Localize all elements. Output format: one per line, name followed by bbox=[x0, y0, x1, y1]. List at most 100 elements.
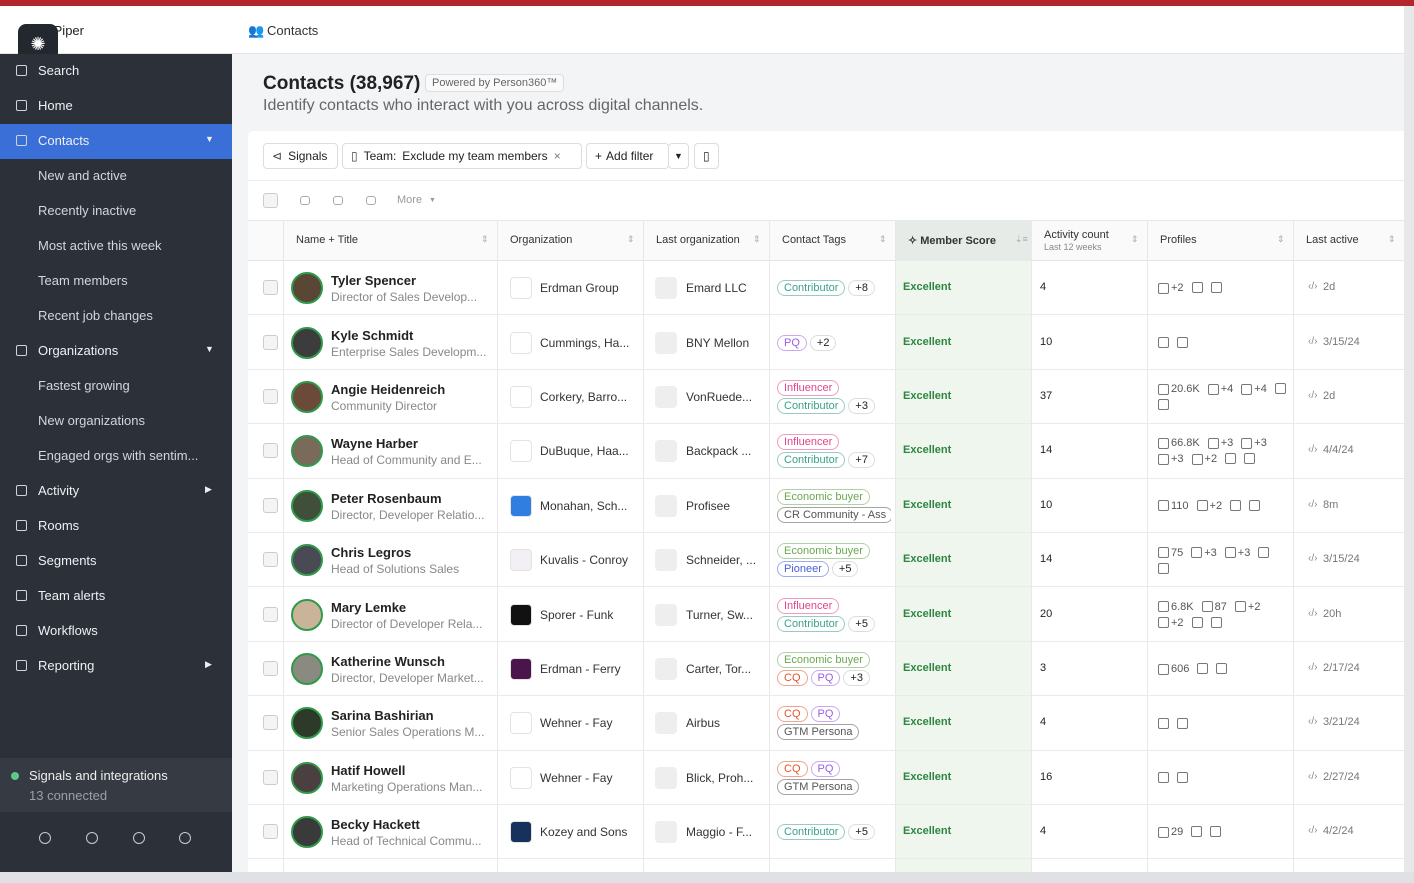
nav-item[interactable]: Engaged orgs with sentim... bbox=[38, 448, 199, 463]
nav-item[interactable]: Recent job changes bbox=[38, 308, 153, 323]
last-organization[interactable]: Blick, Proh... bbox=[686, 770, 754, 785]
column-header[interactable]: Last organization bbox=[656, 234, 740, 246]
profile[interactable]: +2 bbox=[1234, 601, 1260, 613]
footer-icon[interactable] bbox=[86, 832, 98, 844]
row-checkbox[interactable] bbox=[263, 443, 278, 459]
profile-icon[interactable] bbox=[1210, 616, 1222, 628]
last-organization[interactable]: BNY Mellon bbox=[686, 335, 750, 350]
sort-icon[interactable]: ⇕ bbox=[879, 234, 887, 244]
row-checkbox[interactable] bbox=[263, 334, 278, 350]
row-checkbox[interactable] bbox=[263, 389, 278, 404]
profile-icon[interactable] bbox=[1244, 453, 1256, 465]
column-header[interactable]: Organization bbox=[510, 234, 572, 246]
more-tags[interactable]: +5 bbox=[831, 561, 859, 578]
organization[interactable]: Wehner - Fay bbox=[540, 770, 613, 785]
profile[interactable]: 29 bbox=[1158, 826, 1183, 838]
sort-icon[interactable]: ⇕ bbox=[1277, 234, 1285, 244]
tag[interactable]: PQ bbox=[777, 334, 807, 351]
contact-name[interactable]: Mary Lemke bbox=[331, 599, 407, 615]
tag[interactable]: Pioneer bbox=[777, 561, 829, 578]
more-tags[interactable]: +5 bbox=[848, 824, 875, 841]
more-tags[interactable]: +3 bbox=[843, 669, 870, 686]
select-all[interactable] bbox=[263, 193, 278, 208]
profile-icon[interactable] bbox=[1258, 546, 1270, 558]
tag[interactable]: GTM Persona bbox=[777, 724, 860, 741]
tag[interactable]: Influencer bbox=[777, 379, 840, 396]
nav-item[interactable]: Activity bbox=[38, 483, 80, 498]
sort-icon[interactable]: ⇕ bbox=[627, 234, 635, 244]
profile-icon[interactable] bbox=[1210, 282, 1222, 294]
organization[interactable]: Erdman - Ferry bbox=[540, 662, 621, 676]
profile-icon[interactable] bbox=[1158, 399, 1169, 411]
row-checkbox[interactable] bbox=[263, 769, 278, 785]
tag[interactable]: PQ bbox=[810, 669, 841, 686]
footer-icon[interactable] bbox=[133, 832, 145, 844]
contact-name[interactable]: Becky Hackett bbox=[331, 817, 420, 833]
contact-name[interactable]: Peter Rosenbaum bbox=[331, 490, 442, 506]
more-tags[interactable]: +7 bbox=[848, 452, 875, 469]
nav-item[interactable]: Team members bbox=[38, 273, 128, 288]
profile[interactable]: 6.8K bbox=[1158, 601, 1194, 613]
profile-icon[interactable] bbox=[1177, 337, 1188, 349]
tag[interactable]: Contributor bbox=[777, 452, 846, 469]
profile-icon[interactable] bbox=[1197, 662, 1209, 674]
profile[interactable]: +2 bbox=[1196, 500, 1222, 512]
nav-item[interactable]: Rooms bbox=[38, 518, 80, 533]
last-organization[interactable]: Airbus bbox=[686, 716, 721, 731]
row-checkbox[interactable] bbox=[263, 715, 278, 731]
profile[interactable]: +4 bbox=[1207, 383, 1233, 395]
last-organization[interactable]: Turner, Sw... bbox=[686, 607, 753, 622]
contact-name[interactable]: Sarina Bashirian bbox=[331, 708, 434, 724]
tag[interactable]: CQ bbox=[777, 669, 808, 686]
tag[interactable]: Economic buyer bbox=[777, 651, 870, 668]
profile-icon[interactable] bbox=[1158, 337, 1169, 349]
footer-icon[interactable] bbox=[39, 832, 51, 844]
column-header[interactable]: Activity count Last 12 weeks bbox=[1044, 229, 1109, 253]
tag[interactable]: Economic buyer bbox=[777, 488, 870, 505]
tag[interactable]: CQ bbox=[777, 760, 808, 777]
bookmark[interactable]: ▯ bbox=[694, 143, 719, 169]
sort-icon[interactable]: ⇕ bbox=[481, 234, 489, 244]
remove-filter[interactable]: × bbox=[553, 149, 561, 163]
contact-name[interactable]: Chris Legros bbox=[331, 545, 412, 561]
toolbar-icon[interactable] bbox=[366, 196, 376, 205]
nav-item[interactable]: Fastest growing bbox=[38, 378, 130, 393]
profile[interactable]: 20.6K bbox=[1158, 383, 1200, 395]
row-checkbox[interactable] bbox=[263, 824, 278, 840]
profile[interactable]: +4 bbox=[1241, 383, 1267, 395]
profile-icon[interactable] bbox=[1158, 772, 1169, 784]
last-organization[interactable]: VonRuede... bbox=[686, 390, 753, 404]
tag[interactable]: Contributor bbox=[777, 615, 846, 632]
tag[interactable]: Contributor bbox=[777, 397, 846, 414]
footer-title[interactable]: Signals and integrations bbox=[29, 768, 168, 783]
nav-item[interactable]: Most active this week bbox=[38, 238, 162, 253]
profile-icon[interactable] bbox=[1274, 383, 1286, 395]
organization[interactable]: Cummings, Ha... bbox=[540, 335, 630, 350]
tag[interactable]: CQ bbox=[777, 706, 808, 723]
profile[interactable]: 87 bbox=[1201, 601, 1227, 613]
profile-icon[interactable] bbox=[1177, 717, 1188, 729]
more-tags[interactable]: +8 bbox=[848, 280, 875, 297]
last-organization[interactable]: Maggio - F... bbox=[686, 825, 753, 840]
column-header[interactable]: Last active bbox=[1306, 234, 1359, 246]
tag[interactable]: Contributor bbox=[777, 280, 846, 297]
nav-item[interactable]: Workflows bbox=[38, 623, 98, 638]
profile[interactable]: 110 bbox=[1158, 500, 1189, 512]
profile-icon[interactable] bbox=[1230, 499, 1242, 511]
nav-item[interactable]: Organizations bbox=[38, 343, 119, 358]
nav-item[interactable]: New and active bbox=[38, 168, 127, 183]
column-header[interactable]: ✧ Member Score bbox=[908, 234, 996, 247]
contact-name[interactable]: Tyler Spencer bbox=[331, 273, 417, 289]
nav-item[interactable]: Segments bbox=[38, 553, 97, 568]
nav-item[interactable]: Contacts bbox=[38, 133, 90, 148]
row-checkbox[interactable] bbox=[263, 606, 278, 622]
last-organization[interactable]: Backpack ... bbox=[686, 444, 752, 459]
tag[interactable]: Influencer bbox=[777, 597, 840, 614]
profile[interactable]: 606 bbox=[1158, 663, 1189, 675]
sort-icon[interactable]: ⇕ bbox=[1388, 234, 1396, 244]
toolbar-icon[interactable] bbox=[300, 196, 310, 205]
nav-item[interactable]: Search bbox=[38, 63, 80, 78]
signals-filter[interactable]: ⊲ Signals bbox=[263, 143, 338, 169]
profile[interactable]: +3 bbox=[1158, 453, 1184, 465]
breadcrumb[interactable]: Contacts bbox=[267, 23, 319, 38]
